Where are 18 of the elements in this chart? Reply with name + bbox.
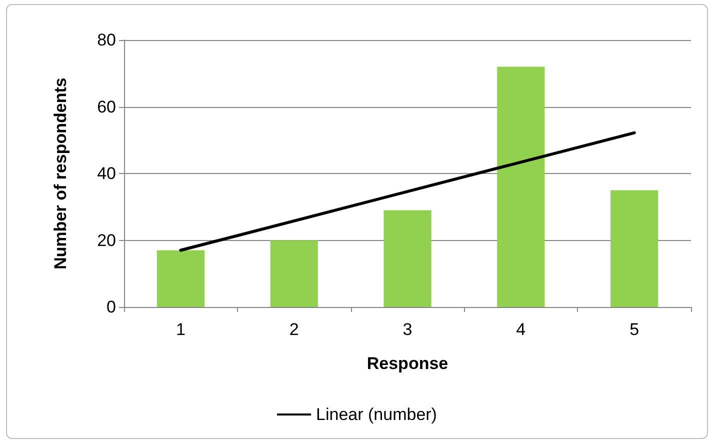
bar <box>497 66 545 307</box>
x-tick-label: 3 <box>402 320 412 339</box>
y-tick-label: 80 <box>97 30 116 50</box>
x-tick-label: 2 <box>289 320 299 339</box>
y-tick-label: 40 <box>97 164 116 183</box>
y-tick-label: 60 <box>97 97 116 116</box>
bar <box>156 250 205 307</box>
x-tick-label: 5 <box>630 320 640 339</box>
y-axis-title: Number of respondents <box>51 78 70 270</box>
bar <box>610 190 658 307</box>
y-tick-label: 20 <box>97 230 116 250</box>
bar <box>270 240 318 307</box>
x-tick-label: 4 <box>516 320 526 339</box>
bar <box>384 210 432 307</box>
y-tick-label: 0 <box>106 298 116 316</box>
legend-label: Linear (number) <box>316 405 437 424</box>
x-tick-label: 1 <box>176 320 186 339</box>
x-axis-title: Response <box>366 354 448 373</box>
